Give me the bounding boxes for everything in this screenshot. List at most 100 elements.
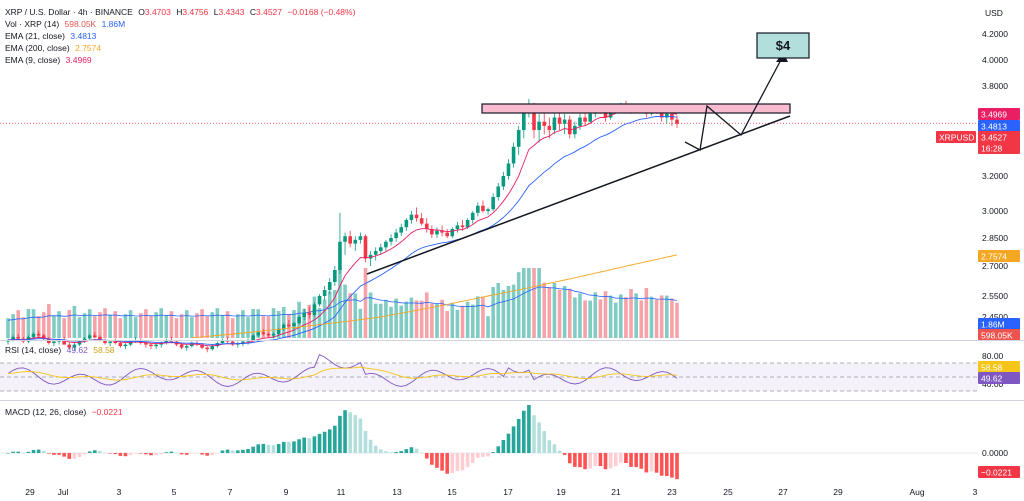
indicator-vol-value: 598.05K: [64, 19, 97, 29]
candle-body: [31, 333, 36, 337]
volume-bar: [481, 296, 485, 338]
volume-bar: [511, 284, 516, 338]
currency-label[interactable]: USD: [985, 8, 1003, 18]
volume-bar: [343, 284, 347, 338]
macd-histogram-bar: [57, 453, 61, 455]
rsi-legend[interactable]: RSI (14, close) 49.62 58.58: [5, 344, 115, 356]
pane-separator-rsi[interactable]: [0, 340, 1024, 341]
target-box[interactable]: [756, 32, 810, 59]
candle-body: [363, 236, 368, 259]
volume-bar: [363, 268, 368, 338]
ticker-badge-text: XRPUSD: [939, 133, 974, 143]
volume-bar: [333, 290, 337, 338]
candle-body: [659, 111, 664, 118]
volume-bar: [414, 300, 419, 338]
ticker-badge[interactable]: [936, 131, 976, 143]
candle-body: [241, 341, 245, 344]
candle-body: [154, 344, 158, 347]
x-axis-tick: Aug: [909, 487, 924, 497]
macd-histogram-bar: [6, 453, 10, 454]
indicator-vol[interactable]: Vol · XRP (14) 598.05K 1.86M: [5, 18, 355, 30]
macd-histogram-bar: [220, 450, 225, 453]
candle-body: [424, 223, 429, 229]
volume-ma-line: [7, 286, 678, 321]
macd-histogram-bar: [547, 440, 552, 453]
projection-path[interactable]: [684, 55, 784, 152]
macd-badge-text: −0.0221: [981, 468, 1012, 478]
macd-badge: [978, 466, 1020, 478]
candle-body: [271, 333, 276, 336]
macd-histogram-bar: [149, 453, 153, 456]
volume-bar: [77, 317, 82, 338]
macd-histogram-bar: [521, 410, 526, 453]
macd-histogram-bar: [87, 451, 92, 453]
macd-histogram-bar: [184, 453, 189, 455]
ascending-trendline[interactable]: [366, 115, 791, 275]
volume-bar: [225, 311, 230, 338]
volume-bar: [31, 309, 36, 338]
volume-bar: [87, 309, 92, 338]
indicator-ema200-value: 2.7574: [75, 43, 102, 53]
macd-histogram-bar: [190, 453, 194, 454]
volume-bar: [435, 303, 439, 338]
candle-body: [67, 344, 72, 348]
candle-body: [164, 340, 169, 344]
volume-bar: [470, 304, 475, 338]
vol-badge: [978, 329, 1020, 341]
macd-histogram-bar: [72, 453, 77, 459]
macd-histogram-bar: [52, 453, 56, 455]
macd-histogram-bar: [639, 453, 644, 469]
volume-bar: [113, 311, 118, 338]
candle-body: [276, 329, 281, 334]
candle-body: [52, 341, 56, 344]
resistance-zone[interactable]: [481, 103, 791, 114]
volume-bar: [603, 291, 608, 338]
volume-bar: [174, 318, 179, 338]
candle-body: [373, 251, 378, 255]
volume-bar: [266, 316, 271, 338]
candle-body: [98, 336, 102, 340]
macd-histogram-bar: [297, 439, 301, 453]
candle-body: [481, 205, 485, 211]
symbol-title[interactable]: XRP / U.S. Dollar · 4h · BINANCE: [5, 7, 133, 17]
volume-bar: [281, 307, 286, 338]
candle-body: [470, 212, 475, 220]
x-axis-tick: 7: [228, 487, 233, 497]
pane-separator-macd[interactable]: [0, 400, 1024, 401]
volume-bar: [389, 306, 393, 338]
volume-bar: [486, 316, 490, 338]
candle-body: [537, 121, 541, 131]
macd-histogram-bar: [654, 453, 659, 473]
indicator-vol-ma-value: 1.86M: [101, 19, 126, 29]
macd-histogram-bar: [261, 443, 266, 453]
macd-histogram-bar: [333, 425, 337, 453]
macd-histogram-bar: [659, 453, 664, 476]
macd-histogram-bar: [236, 450, 240, 453]
candle-body: [128, 341, 133, 345]
rsi-legend-label: RSI (14, close): [5, 345, 62, 355]
indicator-ema21[interactable]: EMA (21, close) 3.4813: [5, 30, 355, 42]
candle-body: [516, 130, 521, 147]
volume-bar: [373, 303, 378, 338]
macd-histogram-bar: [138, 453, 143, 454]
price-badge: [978, 131, 1020, 143]
macd-legend[interactable]: MACD (12, 26, close) −0.0221: [5, 406, 123, 418]
volume-bar: [624, 297, 628, 338]
ema200-badge-text: 2.7574: [981, 252, 1007, 262]
volume-bar: [567, 288, 572, 338]
candle-body: [297, 317, 301, 324]
high-label: H: [176, 7, 183, 17]
candle-body: [93, 335, 97, 337]
candle-body: [72, 344, 77, 348]
indicator-ema9[interactable]: EMA (9, close) 3.4969: [5, 54, 355, 66]
x-axis-tick: 3: [117, 487, 122, 497]
candle-body: [399, 227, 404, 233]
indicator-ema200[interactable]: EMA (200, close) 2.7574: [5, 42, 355, 54]
volume-bar: [108, 315, 112, 338]
candle-body: [220, 340, 225, 344]
candle-body: [11, 336, 15, 340]
macd-histogram-bar: [31, 449, 36, 453]
volume-bar: [552, 283, 557, 338]
macd-histogram-bar: [399, 451, 404, 453]
candle-body: [190, 343, 194, 347]
